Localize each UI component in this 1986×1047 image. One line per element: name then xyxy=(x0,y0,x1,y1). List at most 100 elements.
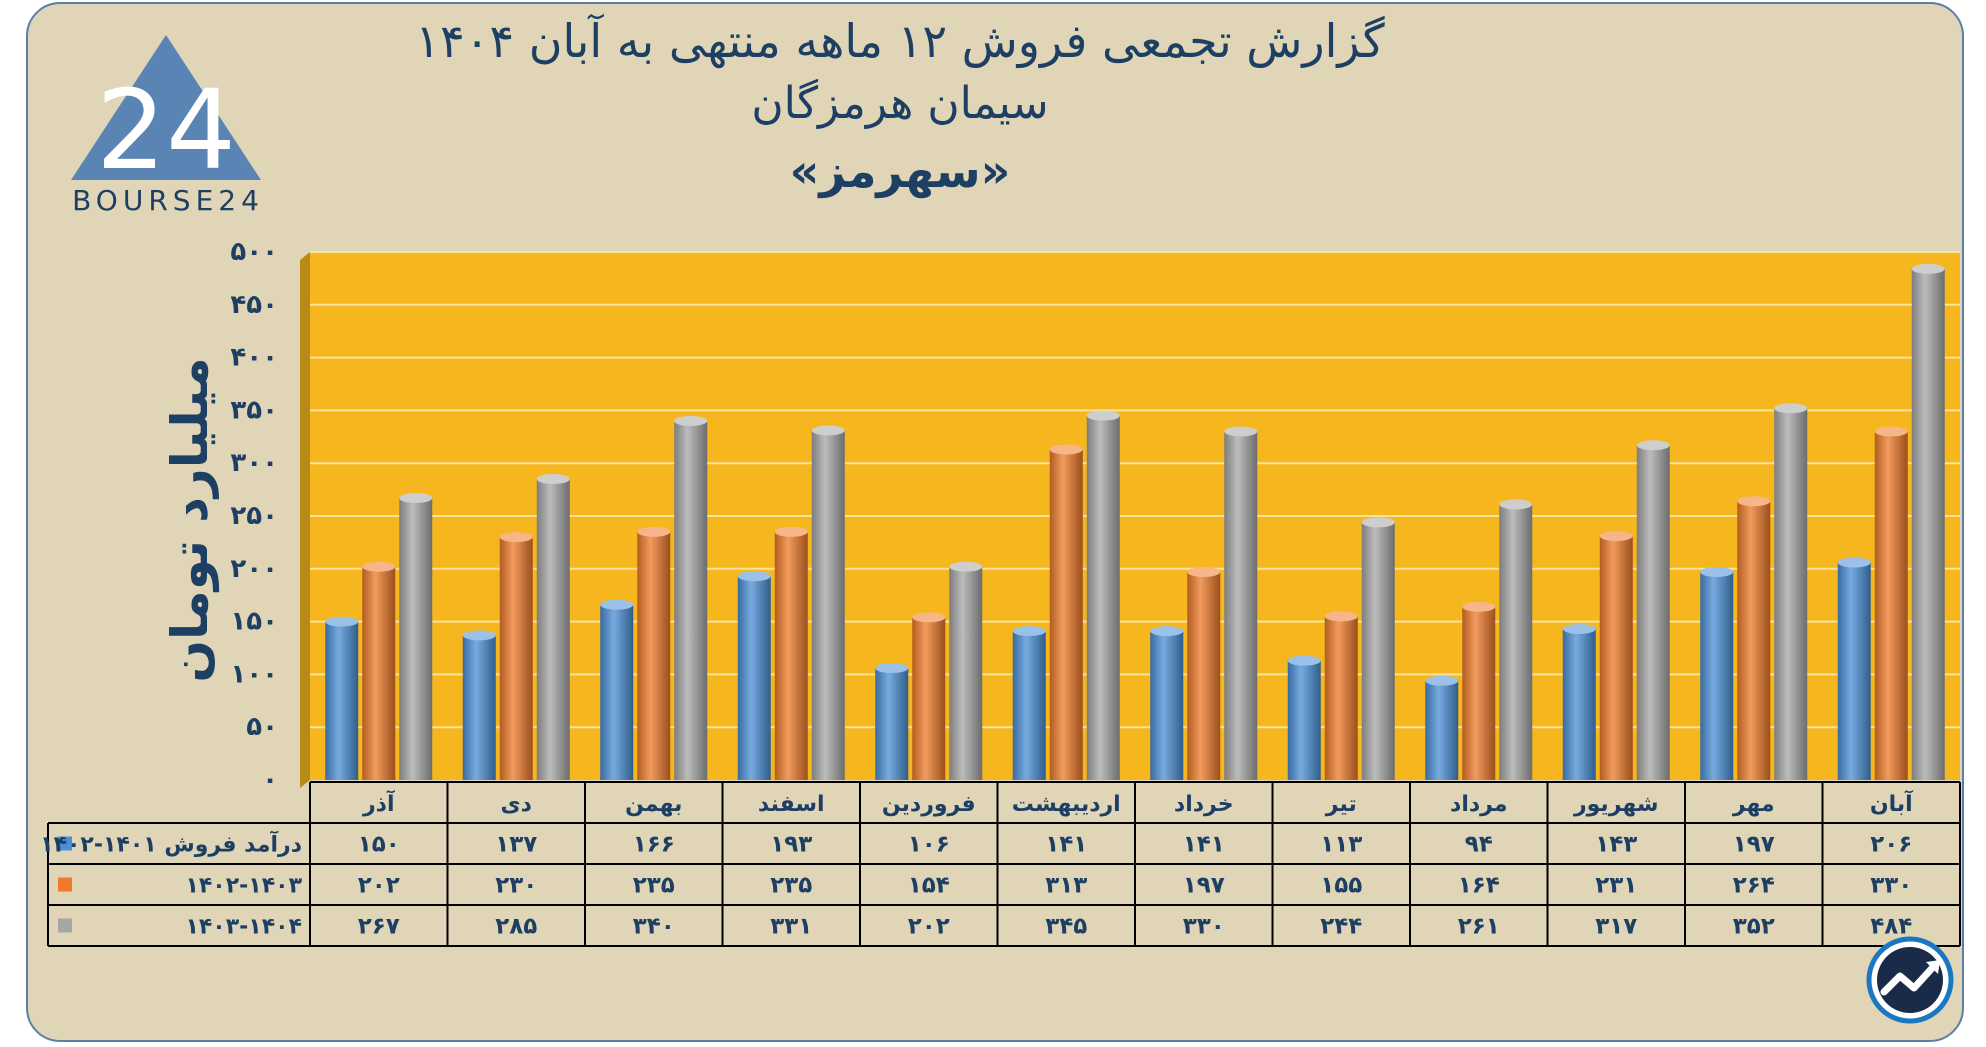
bar-body xyxy=(1287,660,1321,780)
bar-top xyxy=(674,415,708,426)
bar-2 xyxy=(774,526,808,780)
category-label: فروردین xyxy=(882,792,976,817)
bar-top xyxy=(1774,403,1808,414)
logo-text: BOURSE24 xyxy=(72,184,264,217)
data-label: ۱۹۷ xyxy=(1733,832,1775,858)
data-label: ۲۸۵ xyxy=(495,914,537,940)
bar-top xyxy=(1874,426,1908,437)
bar-3 xyxy=(949,561,983,780)
bar-top xyxy=(536,474,570,485)
legend-swatch xyxy=(58,918,72,933)
bar-3 xyxy=(536,474,570,780)
bar-1 xyxy=(1425,675,1459,780)
bar-top xyxy=(1911,263,1945,274)
data-label: ۲۶۷ xyxy=(358,914,400,940)
category-label: دی xyxy=(501,792,532,817)
bar-3 xyxy=(674,415,708,780)
bar-top xyxy=(1361,517,1395,528)
plot-side-wall xyxy=(300,252,310,788)
data-label: ۲۳۱ xyxy=(1595,873,1637,899)
data-label: ۴۸۴ xyxy=(1870,914,1912,940)
y-tick-label: ۰ xyxy=(262,765,278,795)
data-label: ۲۳۵ xyxy=(770,873,812,899)
bar-body xyxy=(1049,449,1083,780)
bar-top xyxy=(737,571,771,582)
bar-2 xyxy=(1324,611,1358,780)
bar-3 xyxy=(1636,440,1670,780)
bar-2 xyxy=(637,526,671,780)
data-label: ۲۳۵ xyxy=(633,873,675,899)
bar-body xyxy=(499,537,533,780)
category-label: اسفند xyxy=(758,792,825,817)
logo-mark: 24 xyxy=(96,66,236,194)
data-label: ۲۰۲ xyxy=(908,914,950,940)
bar-body xyxy=(1499,504,1533,780)
data-label: ۳۴۰ xyxy=(633,914,675,940)
data-label: ۱۴۳ xyxy=(1595,832,1637,858)
category-label: اردیبهشت xyxy=(1012,792,1121,817)
bar-top xyxy=(1700,566,1734,577)
data-label: ۱۰۶ xyxy=(908,832,950,858)
bar-1 xyxy=(1287,655,1321,780)
bar-2 xyxy=(1187,566,1221,780)
bar-1 xyxy=(600,599,634,780)
bar-top xyxy=(1086,410,1120,421)
y-tick-label: ۵۰ xyxy=(246,712,278,742)
bar-top xyxy=(811,425,845,436)
category-label: تیر xyxy=(1325,792,1357,817)
bar-body xyxy=(1361,522,1395,780)
data-label: ۲۶۴ xyxy=(1733,873,1775,899)
bar-body xyxy=(774,531,808,780)
data-label: ۲۳۰ xyxy=(495,873,537,899)
bar-body xyxy=(325,621,359,780)
bar-body xyxy=(362,566,396,780)
bar-1 xyxy=(875,663,909,780)
bar-body xyxy=(1874,431,1908,780)
bar-body xyxy=(462,635,496,780)
data-label: ۱۹۷ xyxy=(1183,873,1225,899)
chart-symbol: «سهرمز» xyxy=(789,144,1011,198)
bar-1 xyxy=(1012,626,1046,780)
bar-2 xyxy=(1874,426,1908,780)
bar-body xyxy=(949,566,983,780)
bar-1 xyxy=(737,571,771,780)
bar-2 xyxy=(1737,496,1771,780)
bar-1 xyxy=(1562,623,1596,780)
data-label: ۳۱۷ xyxy=(1595,914,1637,940)
category-label: آبان xyxy=(1870,789,1913,817)
bar-top xyxy=(462,630,496,641)
bar-body xyxy=(1737,501,1771,780)
bar-top xyxy=(399,493,433,504)
bar-3 xyxy=(811,425,845,780)
data-label: ۱۵۵ xyxy=(1320,873,1362,899)
legend-label: ۱۴۰۲-۱۴۰۳ xyxy=(185,874,302,899)
bar-top xyxy=(325,616,359,627)
bar-2 xyxy=(912,612,946,780)
bar-3 xyxy=(1224,426,1258,780)
bar-top xyxy=(1837,557,1871,568)
bar-top xyxy=(875,663,909,674)
bar-top xyxy=(1462,601,1496,612)
bar-top xyxy=(1499,499,1533,510)
bar-1 xyxy=(325,616,359,780)
bar-body xyxy=(1425,680,1459,780)
bar-1 xyxy=(462,630,496,780)
bar-top xyxy=(1324,611,1358,622)
bar-body xyxy=(1911,268,1945,780)
data-label: ۱۴۱ xyxy=(1183,832,1225,858)
category-label: خرداد xyxy=(1174,792,1234,817)
bar-body xyxy=(600,604,634,780)
bar-body xyxy=(737,576,771,780)
bar-3 xyxy=(1774,403,1808,780)
bar-body xyxy=(1562,628,1596,780)
data-label: ۳۴۵ xyxy=(1045,914,1087,940)
bar-top xyxy=(1599,531,1633,542)
bar-2 xyxy=(1049,444,1083,780)
data-label: ۳۵۲ xyxy=(1733,914,1775,940)
bar-top xyxy=(1224,426,1258,437)
data-label: ۱۶۶ xyxy=(633,832,675,858)
bar-2 xyxy=(1462,601,1496,780)
y-tick-label: ۳۵۰ xyxy=(230,395,278,425)
data-label: ۱۵۴ xyxy=(908,873,950,899)
bar-top xyxy=(637,526,671,537)
